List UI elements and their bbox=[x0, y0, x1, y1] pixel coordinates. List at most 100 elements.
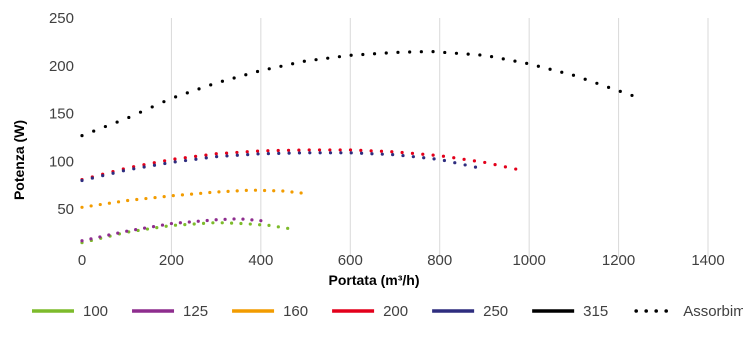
data-point bbox=[339, 151, 343, 155]
data-point bbox=[466, 52, 470, 56]
data-point bbox=[253, 188, 258, 192]
x-tick-label: 1200 bbox=[602, 252, 635, 269]
x-tick-label: 200 bbox=[159, 252, 184, 269]
data-point bbox=[514, 167, 518, 171]
data-point bbox=[337, 55, 342, 59]
data-point bbox=[209, 83, 213, 87]
data-point bbox=[276, 148, 280, 153]
data-point bbox=[267, 67, 271, 71]
data-point bbox=[217, 190, 221, 194]
data-point bbox=[173, 223, 178, 227]
legend-dot bbox=[654, 309, 658, 313]
data-point bbox=[307, 148, 311, 152]
data-point bbox=[208, 190, 212, 195]
data-point bbox=[138, 110, 143, 114]
data-point bbox=[308, 151, 312, 155]
data-point bbox=[384, 51, 388, 55]
data-point bbox=[359, 148, 363, 152]
data-point bbox=[89, 237, 93, 241]
legend-item: 160 bbox=[232, 303, 308, 320]
data-point bbox=[121, 169, 126, 173]
data-point bbox=[287, 151, 291, 155]
data-point bbox=[462, 157, 466, 161]
data-point bbox=[266, 149, 270, 153]
data-point bbox=[349, 151, 353, 155]
data-point bbox=[193, 154, 198, 158]
data-point bbox=[583, 77, 587, 81]
y-tick-label: 200 bbox=[49, 58, 74, 75]
data-point bbox=[432, 157, 436, 161]
data-point bbox=[162, 194, 166, 199]
series-4 bbox=[80, 221, 290, 245]
data-point bbox=[235, 189, 239, 193]
data-point bbox=[142, 165, 146, 169]
data-point bbox=[595, 81, 599, 85]
data-point bbox=[443, 50, 447, 55]
data-point bbox=[155, 226, 159, 230]
data-point bbox=[571, 73, 576, 77]
data-point bbox=[463, 163, 467, 167]
data-point bbox=[127, 115, 131, 120]
data-point bbox=[151, 224, 156, 229]
data-point bbox=[630, 93, 634, 98]
legend-label: 160 bbox=[283, 303, 308, 320]
data-point bbox=[431, 153, 435, 157]
legend-label: Assorbim. bbox=[683, 303, 743, 320]
data-point bbox=[281, 189, 285, 193]
data-point bbox=[317, 148, 322, 152]
x-tick-label: 800 bbox=[427, 252, 452, 269]
y-axis-ticks: 50 100 150 200 250 bbox=[49, 10, 74, 218]
data-point bbox=[116, 200, 121, 204]
data-point bbox=[144, 196, 148, 201]
legend-item: 250 bbox=[432, 303, 508, 320]
data-point bbox=[267, 223, 271, 227]
data-point bbox=[370, 152, 374, 156]
data-point bbox=[136, 228, 140, 233]
data-point bbox=[277, 151, 281, 155]
series-2 bbox=[80, 151, 478, 183]
legend-label: 250 bbox=[483, 303, 508, 320]
data-point bbox=[286, 148, 291, 152]
x-axis-ticks: 0 200 400 600 800 1000 1200 1400 bbox=[78, 252, 725, 269]
data-point bbox=[143, 226, 147, 230]
data-point bbox=[107, 233, 111, 237]
data-point bbox=[160, 223, 165, 227]
data-point bbox=[441, 154, 446, 158]
data-point bbox=[326, 56, 330, 60]
data-point bbox=[453, 161, 457, 165]
data-point bbox=[513, 59, 517, 63]
data-point bbox=[232, 217, 236, 221]
data-point bbox=[126, 198, 130, 203]
y-tick-label: 50 bbox=[57, 201, 74, 218]
data-point bbox=[162, 100, 166, 104]
data-point bbox=[408, 50, 412, 54]
data-point bbox=[116, 231, 120, 235]
data-point bbox=[246, 152, 250, 157]
data-point bbox=[98, 235, 102, 239]
data-point bbox=[152, 161, 156, 165]
data-point bbox=[211, 221, 215, 225]
data-point bbox=[201, 221, 206, 225]
data-point bbox=[442, 158, 447, 163]
data-point bbox=[348, 148, 353, 152]
series-5 bbox=[80, 217, 263, 243]
data-point bbox=[101, 174, 105, 178]
x-tick-label: 0 bbox=[78, 252, 86, 269]
data-point bbox=[401, 153, 405, 158]
data-point bbox=[135, 197, 139, 202]
x-tick-label: 1000 bbox=[512, 252, 545, 269]
data-point bbox=[80, 133, 84, 138]
data-point bbox=[410, 151, 415, 155]
data-point bbox=[152, 163, 157, 167]
data-point bbox=[90, 176, 94, 180]
data-point bbox=[180, 193, 185, 197]
legend-item: 125 bbox=[132, 303, 208, 320]
data-point bbox=[548, 67, 552, 71]
data-point bbox=[452, 156, 456, 160]
data-point bbox=[220, 79, 225, 83]
x-tick-label: 600 bbox=[338, 252, 363, 269]
legend-dot bbox=[664, 309, 668, 313]
data-point bbox=[239, 221, 243, 226]
data-point bbox=[286, 226, 290, 230]
